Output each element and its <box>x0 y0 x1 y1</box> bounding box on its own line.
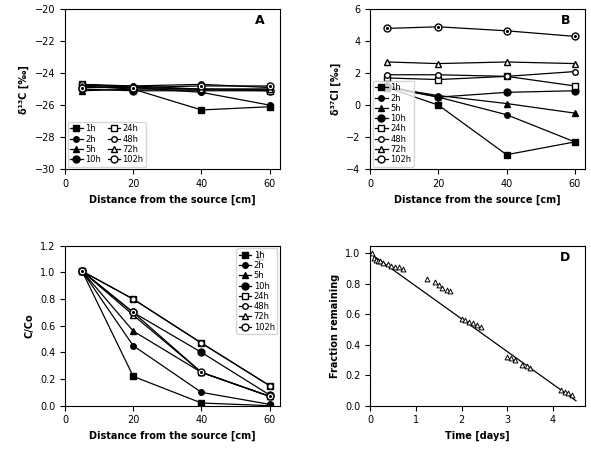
Point <box>446 288 455 295</box>
Point <box>379 259 388 266</box>
Legend: 1h, 2h, 5h, 10h, 24h, 48h, 72h, 102h: 1h, 2h, 5h, 10h, 24h, 48h, 72h, 102h <box>236 248 277 334</box>
Point <box>390 263 400 271</box>
Point <box>375 257 385 265</box>
Point <box>367 250 376 257</box>
X-axis label: Distance from the source [cm]: Distance from the source [cm] <box>89 195 256 205</box>
Point <box>476 323 486 330</box>
Point <box>560 388 569 396</box>
Point <box>423 276 432 283</box>
Y-axis label: δ³⁷Cl [‰]: δ³⁷Cl [‰] <box>330 63 340 115</box>
X-axis label: Distance from the source [cm]: Distance from the source [cm] <box>394 195 561 205</box>
Point <box>394 263 404 271</box>
X-axis label: Time [days]: Time [days] <box>446 431 510 441</box>
Text: D: D <box>560 251 570 264</box>
Point <box>383 260 392 268</box>
Point <box>563 390 573 397</box>
Point <box>387 262 396 269</box>
Point <box>525 364 535 371</box>
Text: C: C <box>256 251 265 264</box>
Point <box>511 356 520 364</box>
Point <box>522 362 531 370</box>
X-axis label: Distance from the source [cm]: Distance from the source [cm] <box>89 431 256 441</box>
Point <box>438 285 447 292</box>
Point <box>442 286 452 294</box>
Point <box>502 353 512 361</box>
Point <box>460 317 470 324</box>
Point <box>465 318 474 325</box>
Point <box>371 256 381 263</box>
Y-axis label: C/Co: C/Co <box>24 313 34 338</box>
Y-axis label: δ¹³C [‰]: δ¹³C [‰] <box>19 65 29 113</box>
Text: B: B <box>560 14 570 27</box>
Point <box>398 265 407 272</box>
Point <box>472 321 482 329</box>
Point <box>506 355 516 362</box>
Point <box>430 278 440 286</box>
Point <box>369 254 379 262</box>
Point <box>374 257 383 265</box>
Point <box>468 320 478 327</box>
Legend: 1h, 2h, 5h, 10h, 24h, 48h, 72h, 102h: 1h, 2h, 5h, 10h, 24h, 48h, 72h, 102h <box>373 81 414 166</box>
Point <box>434 282 443 289</box>
Point <box>556 387 566 394</box>
Point <box>567 391 577 399</box>
Point <box>518 361 527 368</box>
Y-axis label: Fraction remaining: Fraction remaining <box>330 274 339 378</box>
Text: A: A <box>255 14 265 27</box>
Legend: 1h, 2h, 5h, 10h, 24h, 48h, 72h, 102h: 1h, 2h, 5h, 10h, 24h, 48h, 72h, 102h <box>67 122 146 166</box>
Point <box>457 315 466 323</box>
